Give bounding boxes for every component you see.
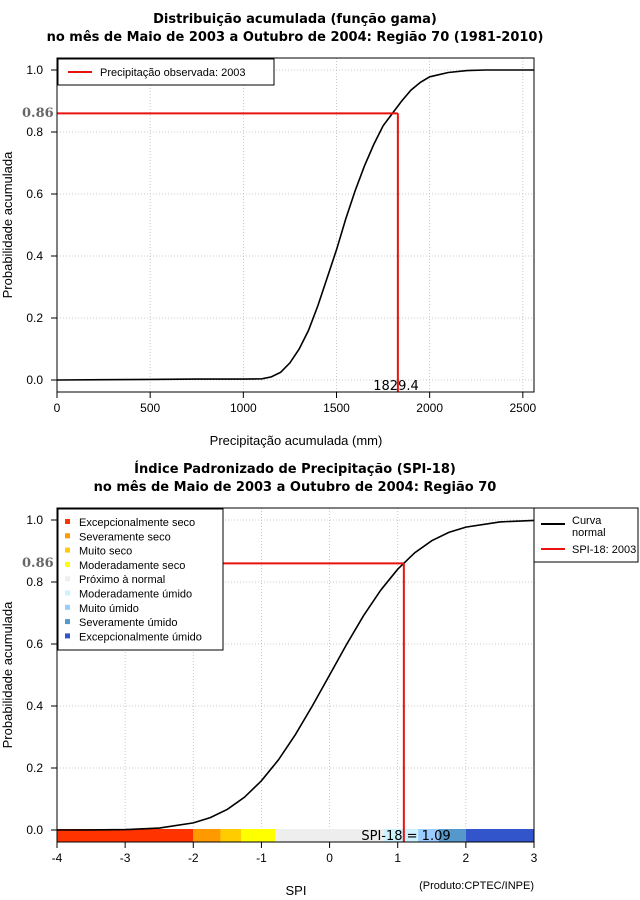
chart-2-legend-label-spi: SPI-18: 2003 bbox=[572, 544, 636, 556]
chart-2-category-swatch-2 bbox=[65, 547, 70, 553]
chart-2-category-swatch-0 bbox=[65, 519, 70, 524]
chart-2-category-label-5: Moderadamente úmido bbox=[79, 589, 192, 601]
chart-2-legend-label-curve-line-1: normal bbox=[572, 527, 606, 539]
chart-1-ytick-label-1: 0.2 bbox=[26, 311, 43, 325]
chart-1-xtick-label-1: 500 bbox=[140, 401, 160, 415]
chart-1-xtick-label-0: 0 bbox=[54, 401, 61, 415]
chart-2-ytick-label-1: 0.2 bbox=[26, 761, 43, 775]
chart-1-ytick-label-3: 0.6 bbox=[26, 187, 43, 201]
chart-1-ytick-label-0: 0.0 bbox=[26, 373, 43, 387]
chart-2-ytick-label-4: 0.8 bbox=[26, 575, 43, 589]
chart-2-category-label-7: Severamente úmido bbox=[79, 617, 177, 629]
chart-2: Índice Padronizado de Precipitação (SPI-… bbox=[0, 461, 639, 898]
chart-2-category-legend: Excepcionalmente seco Severamente seco Mui… bbox=[57, 508, 224, 651]
chart-1-legend-label: Precipitação observada: 2003 bbox=[100, 67, 246, 79]
chart-1-gamma-curve bbox=[56, 69, 534, 381]
chart-2-band-segment-7 bbox=[438, 829, 466, 842]
chart-1-ytick-label-5: 1.0 bbox=[26, 63, 43, 77]
chart-2-band-segment-2 bbox=[220, 829, 241, 842]
chart-2-category-label-8: Excepcionalmente úmido bbox=[79, 631, 202, 643]
chart-1-xtick-label-2: 1000 bbox=[230, 401, 257, 415]
chart-2-title-line1: Índice Padronizado de Precipitação (SPI-… bbox=[134, 461, 456, 477]
chart-2-category-label-4: Próximo à normal bbox=[79, 574, 165, 586]
chart-1-xlabel: Precipitação acumulada (mm) bbox=[210, 433, 383, 448]
chart-2-category-swatch-4 bbox=[65, 576, 70, 582]
chart-2-band-segment-5 bbox=[384, 829, 419, 842]
chart-2-category-label-0: Excepcionalmente seco bbox=[79, 517, 195, 529]
chart-1-title-line1: Distribuição acumulada (função gama) bbox=[153, 12, 437, 27]
chart-2-category-legend-box bbox=[57, 508, 224, 651]
chart-1-grid bbox=[56, 58, 534, 392]
chart-2-category-label-2: Muito seco bbox=[79, 546, 132, 558]
chart-2-obs-y-label: 0.86 bbox=[22, 556, 54, 571]
chart-2-category-label-6: Muito úmido bbox=[79, 603, 139, 615]
chart-2-band-segment-0 bbox=[57, 829, 194, 842]
chart-2-normal-curve bbox=[56, 519, 535, 831]
chart-2-band-segment-6 bbox=[418, 829, 439, 842]
chart-2-xtick-label-6: 2 bbox=[463, 851, 470, 865]
chart-1-ytick-label-2: 0.4 bbox=[26, 249, 43, 263]
chart-2-category-swatch-7 bbox=[65, 619, 70, 625]
chart-1-obs-y-label: 0.86 bbox=[22, 106, 54, 121]
chart-2-category-band bbox=[57, 829, 534, 842]
chart-1-xtick-label-4: 2000 bbox=[416, 401, 443, 415]
chart-2-plot-frame bbox=[56, 507, 535, 843]
chart-2-ytick-label-5: 1.0 bbox=[26, 513, 43, 527]
chart-1-ytick-label-4: 0.8 bbox=[26, 125, 43, 139]
chart-1-xtick-label-3: 1500 bbox=[323, 401, 350, 415]
chart-1-ylabel: Probabilidade acumulada bbox=[0, 151, 15, 298]
chart-2-band-segment-1 bbox=[193, 829, 221, 842]
chart-2-category-label-1: Severamente seco bbox=[79, 531, 171, 543]
chart-1-title-line2: no mês de Maio de 2003 a Outubro de 2004… bbox=[47, 30, 544, 45]
chart-2-category-swatch-5 bbox=[65, 590, 70, 596]
chart-2-legend: Curva normal SPI-18: 2003 bbox=[533, 507, 639, 563]
chart-2-band-segment-3 bbox=[240, 829, 276, 842]
chart-1-obs-x-label: 1829.4 bbox=[373, 379, 419, 394]
chart-2-ytick-label-3: 0.6 bbox=[26, 637, 43, 651]
chart-1-legend: Precipitação observada: 2003 bbox=[57, 58, 275, 86]
chart-1-observed-lines bbox=[57, 112, 399, 392]
chart-1-legend-box bbox=[57, 58, 275, 86]
chart-2-xtick-label-2: -2 bbox=[188, 851, 199, 865]
chart-1: Distribuição acumulada (função gama) no … bbox=[0, 12, 543, 448]
chart-2-ytick-label-0: 0.0 bbox=[26, 823, 43, 837]
chart-2-xtick-label-3: -1 bbox=[256, 851, 267, 865]
chart-1-axis-ticks: 0 500 1000 1500 2000 2500 0.0 0.2 0.4 0.6 0.8 1.0 bbox=[26, 63, 536, 415]
chart-2-title-line2: no mês de Maio de 2003 a Outubro de 2004… bbox=[94, 480, 497, 495]
chart-2-band-segment-8 bbox=[465, 829, 534, 842]
chart-2-legend-label-curve: Curva normal bbox=[572, 515, 606, 539]
chart-2-band-segment-4 bbox=[275, 829, 385, 842]
chart-2-ytick-label-2: 0.4 bbox=[26, 699, 43, 713]
chart-2-footer: (Produto:CPTEC/INPE) bbox=[419, 880, 534, 892]
chart-2-xtick-label-7: 3 bbox=[531, 851, 538, 865]
chart-2-category-swatch-6 bbox=[65, 604, 70, 610]
chart-2-legend-box bbox=[533, 507, 639, 563]
chart-2-xtick-label-5: 1 bbox=[394, 851, 401, 865]
chart-2-legend-label-curve-line-0: Curva bbox=[572, 515, 602, 527]
chart-2-xtick-label-1: -3 bbox=[120, 851, 131, 865]
chart-2-xlabel: SPI bbox=[286, 883, 307, 898]
chart-2-category-swatch-1 bbox=[65, 533, 70, 539]
chart-2-axis-ticks: -4 -3 -2 -1 0 1 2 3 0.0 0.2 0.4 0.6 0.8 1.0 bbox=[26, 513, 537, 865]
chart-2-category-swatch-8 bbox=[65, 633, 70, 639]
chart-2-category-swatch-3 bbox=[65, 561, 70, 567]
chart-2-ylabel: Probabilidade acumulada bbox=[0, 601, 15, 748]
chart-1-plot-frame bbox=[56, 57, 535, 393]
chart-2-spi-annotation: SPI-18 = 1.09 bbox=[361, 829, 450, 844]
chart-1-xtick-label-5: 2500 bbox=[509, 401, 536, 415]
chart-2-xtick-label-4: 0 bbox=[326, 851, 333, 865]
chart-2-category-label-3: Moderadamente seco bbox=[79, 560, 185, 572]
chart-2-xtick-label-0: -4 bbox=[52, 851, 63, 865]
